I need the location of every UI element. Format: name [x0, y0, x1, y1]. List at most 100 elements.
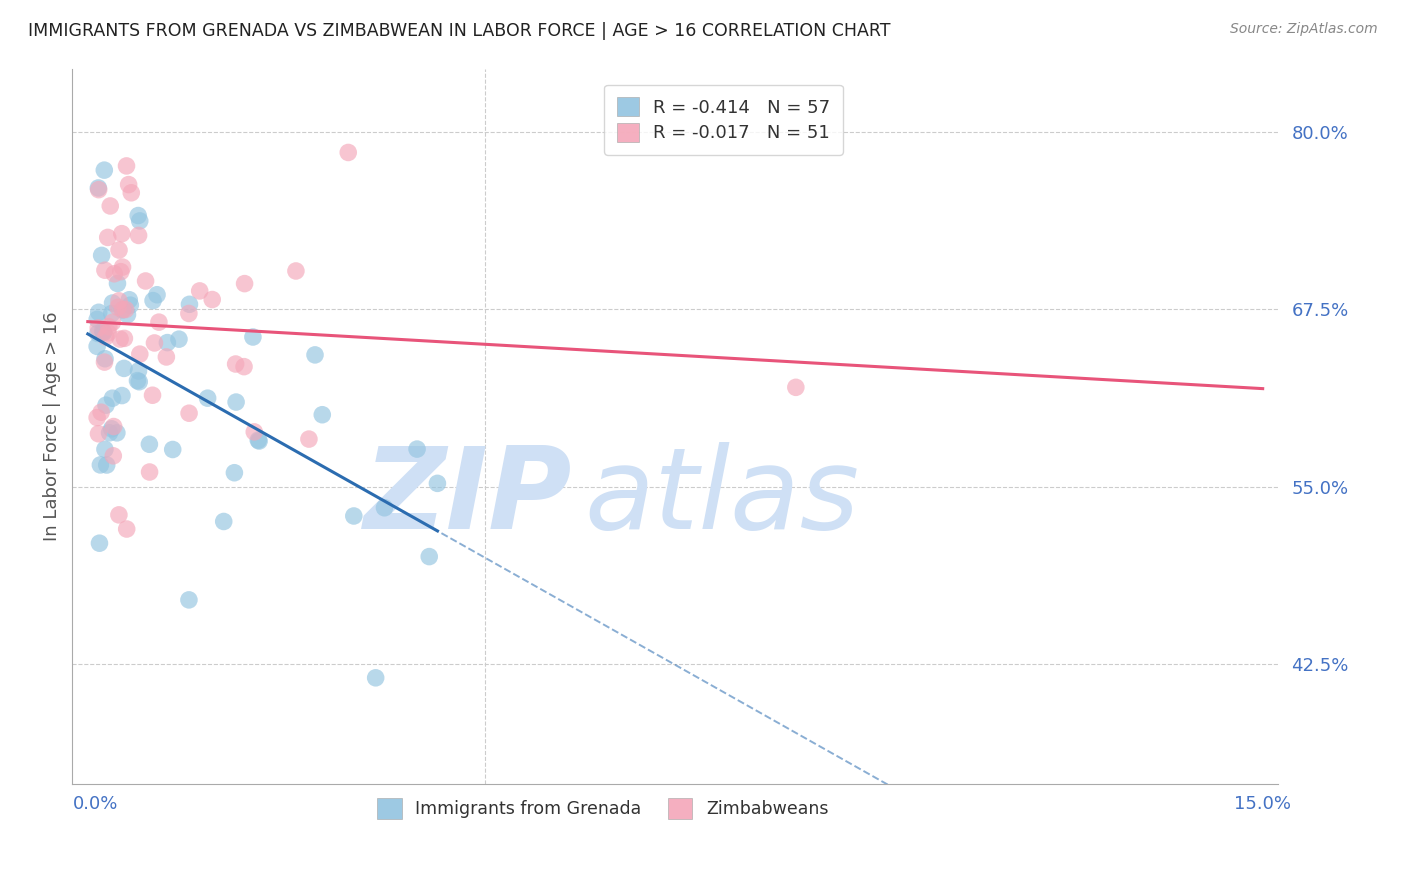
Point [247, 434, 270, 448]
Point [93, 325, 115, 339]
Point [128, 347, 150, 361]
Point [304, 348, 326, 362]
Point [93, 355, 115, 369]
Point [177, 306, 200, 320]
Point [87, 181, 110, 195]
Point [225, 395, 247, 409]
Point [233, 359, 256, 374]
Point [247, 433, 270, 447]
Point [114, 302, 136, 317]
Point [86, 410, 108, 425]
Point [93, 163, 115, 178]
Point [177, 593, 200, 607]
Text: atlas: atlas [585, 442, 860, 553]
Point [98, 425, 121, 440]
Point [87, 183, 110, 197]
Point [111, 227, 134, 241]
Point [298, 432, 321, 446]
Point [86, 312, 108, 326]
Point [179, 297, 201, 311]
Point [128, 214, 150, 228]
Point [103, 419, 125, 434]
Point [311, 408, 333, 422]
Y-axis label: In Labor Force | Age > 16: In Labor Force | Age > 16 [44, 311, 60, 541]
Point [101, 391, 124, 405]
Point [785, 380, 807, 394]
Point [177, 406, 200, 420]
Point [373, 500, 395, 515]
Point [128, 228, 150, 243]
Point [118, 293, 141, 307]
Point [337, 145, 360, 160]
Point [111, 302, 134, 317]
Point [197, 391, 219, 405]
Point [97, 319, 120, 334]
Point [91, 324, 114, 338]
Point [364, 671, 387, 685]
Point [127, 374, 149, 388]
Point [108, 293, 131, 308]
Point [162, 442, 184, 457]
Point [188, 284, 211, 298]
Point [103, 449, 125, 463]
Point [127, 364, 149, 378]
Point [94, 330, 117, 344]
Point [94, 351, 117, 366]
Point [108, 243, 131, 257]
Point [143, 335, 166, 350]
Point [108, 332, 131, 346]
Text: ZIP: ZIP [364, 442, 572, 553]
Point [87, 321, 110, 335]
Point [243, 425, 266, 439]
Point [87, 426, 110, 441]
Point [138, 437, 160, 451]
Point [90, 248, 112, 262]
Point [127, 209, 149, 223]
Point [87, 326, 110, 341]
Point [97, 230, 120, 244]
Point [103, 267, 125, 281]
Point [101, 315, 124, 329]
Point [117, 178, 139, 192]
Point [94, 398, 117, 412]
Point [167, 332, 190, 346]
Point [107, 277, 129, 291]
Point [96, 458, 118, 472]
Point [98, 199, 121, 213]
Point [201, 293, 224, 307]
Text: Source: ZipAtlas.com: Source: ZipAtlas.com [1230, 22, 1378, 37]
Point [111, 388, 134, 402]
Point [89, 536, 111, 550]
Point [155, 350, 177, 364]
Point [224, 466, 246, 480]
Point [418, 549, 440, 564]
Point [117, 308, 139, 322]
Legend: Immigrants from Grenada, Zimbabweans: Immigrants from Grenada, Zimbabweans [370, 791, 835, 825]
Point [225, 357, 247, 371]
Point [86, 339, 108, 353]
Point [90, 405, 112, 419]
Point [242, 330, 264, 344]
Point [107, 300, 129, 314]
Point [135, 274, 157, 288]
Point [94, 442, 117, 457]
Point [100, 307, 122, 321]
Point [156, 335, 179, 350]
Point [115, 522, 138, 536]
Point [146, 287, 169, 301]
Point [148, 315, 170, 329]
Point [111, 302, 134, 317]
Point [426, 476, 449, 491]
Point [105, 425, 128, 440]
Point [233, 277, 256, 291]
Point [112, 361, 135, 376]
Point [406, 442, 429, 456]
Point [100, 422, 122, 436]
Point [120, 186, 142, 200]
Point [120, 298, 142, 312]
Point [128, 375, 150, 389]
Point [101, 296, 124, 310]
Point [89, 458, 111, 472]
Point [108, 508, 131, 522]
Point [284, 264, 307, 278]
